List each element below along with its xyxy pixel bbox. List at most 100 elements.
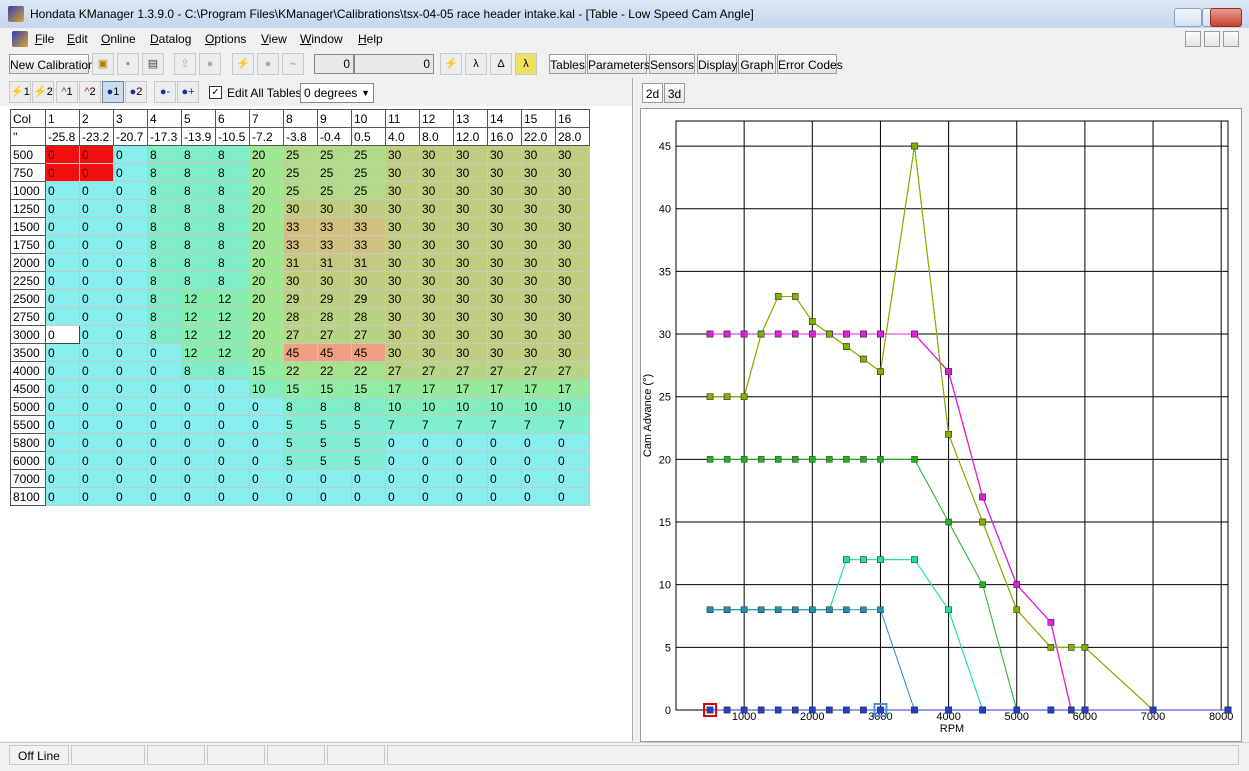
value-cell[interactable]: 5 — [283, 433, 318, 452]
info-button[interactable]: ● — [199, 53, 221, 75]
value-cell[interactable]: 17 — [555, 379, 590, 398]
value-cell[interactable]: 30 — [521, 325, 556, 344]
toolbar-button[interactable]: Sensors — [649, 54, 695, 74]
value-cell[interactable]: 5 — [351, 451, 386, 470]
menu-item[interactable]: View — [261, 32, 287, 46]
value-cell[interactable]: 0 — [385, 469, 420, 488]
value-cell[interactable]: 0 — [79, 235, 114, 254]
value-cell[interactable]: 30 — [317, 271, 352, 290]
value-cell[interactable]: 30 — [385, 217, 420, 236]
angle-dropdown[interactable]: 0 degrees ▼ — [300, 83, 374, 103]
value-cell[interactable]: 0 — [521, 469, 556, 488]
value-cell[interactable]: 5 — [317, 451, 352, 470]
value-cell[interactable]: 30 — [419, 325, 454, 344]
value-cell[interactable]: 30 — [453, 271, 488, 290]
up-button[interactable]: ⇧ — [174, 53, 196, 75]
value-cell[interactable]: 10 — [555, 397, 590, 416]
value-cell[interactable]: 30 — [283, 271, 318, 290]
value-cell[interactable]: 0 — [113, 433, 148, 452]
value-cell[interactable]: 30 — [555, 145, 590, 164]
save-button[interactable]: ▪ — [117, 53, 139, 75]
value-cell[interactable]: 30 — [555, 343, 590, 362]
value-cell[interactable]: 30 — [555, 271, 590, 290]
value-cell[interactable]: 0 — [45, 163, 80, 182]
value-cell[interactable]: 30 — [555, 163, 590, 182]
value-cell[interactable]: 30 — [487, 145, 522, 164]
value-cell[interactable]: 30 — [555, 217, 590, 236]
value-cell[interactable]: 0 — [45, 397, 80, 416]
connect-button[interactable]: ⌁ — [282, 53, 304, 75]
value-cell[interactable]: 0 — [79, 325, 114, 344]
value-cell[interactable]: 0 — [385, 451, 420, 470]
value-cell[interactable]: 30 — [453, 199, 488, 218]
value-cell[interactable]: 30 — [521, 199, 556, 218]
value-cell[interactable]: 33 — [351, 217, 386, 236]
value-cell[interactable]: 30 — [453, 235, 488, 254]
value-cell[interactable]: 30 — [521, 145, 556, 164]
value-cell[interactable]: 0 — [45, 343, 80, 362]
value-cell[interactable]: 0 — [45, 325, 80, 344]
value-cell[interactable]: 0 — [419, 487, 454, 506]
value-cell[interactable]: 0 — [249, 415, 284, 434]
value-cell[interactable]: 8 — [215, 181, 250, 200]
value-cell[interactable]: 30 — [555, 307, 590, 326]
value-cell[interactable]: 5 — [351, 433, 386, 452]
value-cell[interactable]: 30 — [521, 253, 556, 272]
value-cell[interactable]: 22 — [283, 361, 318, 380]
value-cell[interactable]: 15 — [249, 361, 284, 380]
value-cell[interactable]: 0 — [79, 487, 114, 506]
value-cell[interactable]: 30 — [555, 181, 590, 200]
value-cell[interactable]: 31 — [317, 253, 352, 272]
value-cell[interactable]: 0 — [79, 289, 114, 308]
value-cell[interactable]: 0 — [113, 451, 148, 470]
value-cell[interactable]: 30 — [453, 343, 488, 362]
value-cell[interactable]: 30 — [385, 253, 420, 272]
value-cell[interactable]: 30 — [453, 289, 488, 308]
value-cell[interactable]: 8 — [215, 217, 250, 236]
flash-button[interactable]: ⚡ — [232, 53, 254, 75]
tune-button[interactable]: λ — [515, 53, 537, 75]
value-cell[interactable]: 17 — [487, 379, 522, 398]
value-cell[interactable]: 30 — [487, 271, 522, 290]
value-cell[interactable]: 30 — [521, 181, 556, 200]
value-cell[interactable]: 0 — [283, 487, 318, 506]
value-cell[interactable]: 30 — [521, 217, 556, 236]
value-cell[interactable]: 7 — [555, 415, 590, 434]
value-cell[interactable]: 30 — [419, 271, 454, 290]
value-cell[interactable]: 10 — [487, 397, 522, 416]
value-cell[interactable]: 30 — [419, 217, 454, 236]
value-cell[interactable]: 30 — [385, 181, 420, 200]
value-cell[interactable]: 20 — [249, 253, 284, 272]
value-cell[interactable]: 45 — [283, 343, 318, 362]
value-cell[interactable]: 30 — [453, 181, 488, 200]
value-cell[interactable]: 12 — [181, 289, 216, 308]
lambda-button[interactable]: λ — [465, 53, 487, 75]
value-cell[interactable]: 0 — [45, 379, 80, 398]
value-cell[interactable]: 0 — [385, 487, 420, 506]
toolbar-button[interactable]: Display — [697, 54, 737, 74]
value-cell[interactable]: 0 — [521, 451, 556, 470]
value-cell[interactable]: 0 — [45, 145, 80, 164]
value-cell[interactable]: 0 — [79, 253, 114, 272]
value-cell[interactable]: 8 — [215, 361, 250, 380]
value-cell[interactable]: 30 — [419, 145, 454, 164]
value-cell[interactable]: 25 — [283, 145, 318, 164]
value-cell[interactable]: 30 — [487, 217, 522, 236]
value-cell[interactable]: 30 — [385, 343, 420, 362]
value-cell[interactable]: 0 — [45, 433, 80, 452]
value-cell[interactable]: 30 — [453, 163, 488, 182]
value-cell[interactable]: 0 — [113, 469, 148, 488]
value-cell[interactable]: 0 — [487, 451, 522, 470]
value-cell[interactable]: 0 — [215, 397, 250, 416]
value-cell[interactable]: 0 — [45, 199, 80, 218]
value-cell[interactable]: 0 — [45, 181, 80, 200]
value-cell[interactable]: 30 — [487, 253, 522, 272]
value-cell[interactable]: 45 — [317, 343, 352, 362]
toolbar-button[interactable]: Graph — [738, 54, 776, 74]
value-cell[interactable]: 8 — [215, 163, 250, 182]
value-cell[interactable]: 0 — [283, 469, 318, 488]
value-cell[interactable]: 8 — [181, 181, 216, 200]
value-cell[interactable]: 20 — [249, 289, 284, 308]
value-cell[interactable]: 0 — [113, 343, 148, 362]
value-cell[interactable]: 0 — [45, 217, 80, 236]
